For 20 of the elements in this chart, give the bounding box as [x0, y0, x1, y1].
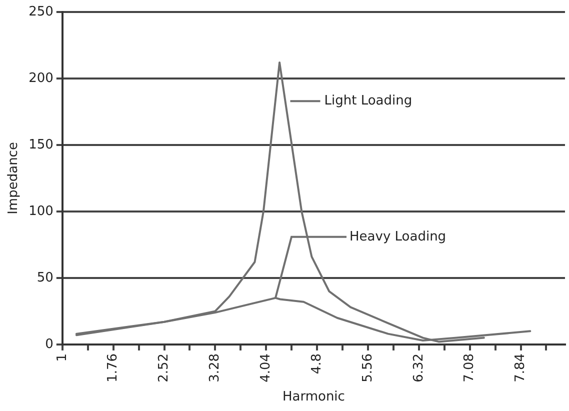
annotation: Light Loading [324, 93, 412, 108]
x-tick-label: 1 [54, 353, 70, 362]
x-tick-label: 4.8 [309, 353, 324, 374]
x-tick-label: 3.28 [208, 353, 223, 382]
x-tick-label: 1.76 [106, 353, 121, 382]
annotation: Heavy Loading [350, 229, 446, 244]
y-tick-label: 0 [45, 336, 54, 352]
y-tick-label: 150 [28, 137, 54, 152]
x-tick-label: 4.04 [258, 353, 274, 382]
y-tick-label: 50 [36, 270, 54, 286]
x-tick-label: 7.08 [462, 353, 478, 382]
y-tick-label: 100 [28, 204, 54, 219]
x-tick-label: 6.32 [411, 353, 426, 382]
x-tick-label: 5.56 [360, 353, 376, 382]
x-tick-label: 7.84 [513, 353, 528, 382]
y-tick-label: 250 [28, 4, 54, 20]
x-axis-title: Harmonic [282, 390, 345, 405]
x-tick-label: 2.52 [156, 353, 172, 382]
y-tick-label: 200 [28, 70, 54, 86]
y-axis-title: Impedance [6, 142, 22, 214]
